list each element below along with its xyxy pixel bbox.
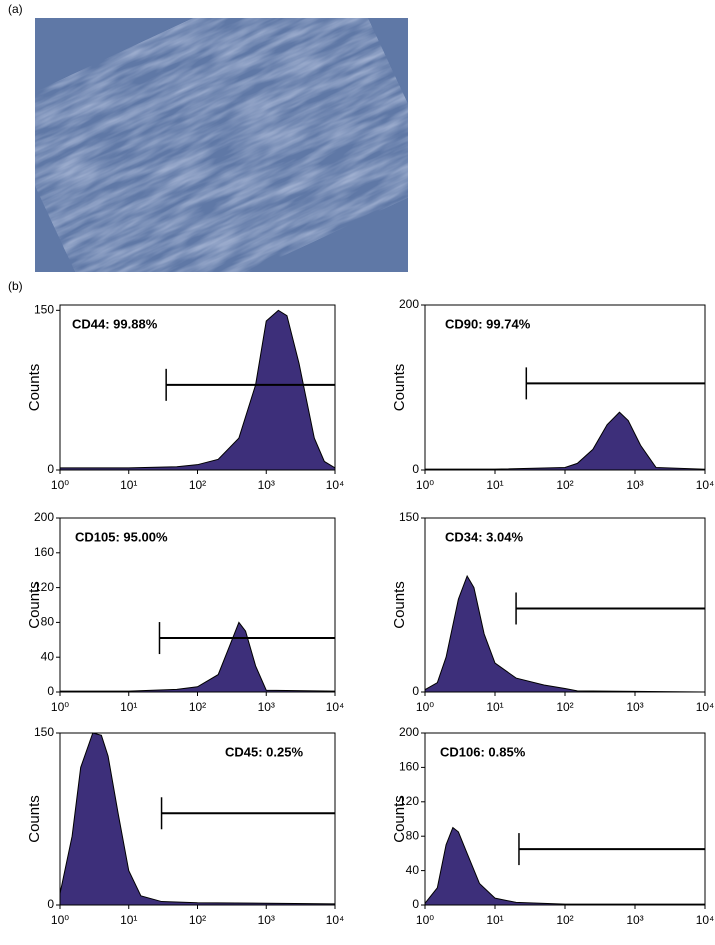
annotation: CD44: 99.88% <box>72 316 158 331</box>
x-tick-label: 10³ <box>626 913 643 927</box>
y-axis-label: Counts <box>26 581 43 629</box>
x-tick-label: 10¹ <box>120 700 137 714</box>
x-tick-label: 10⁴ <box>326 700 345 714</box>
x-tick-label: 10⁴ <box>696 700 715 714</box>
x-tick-label: 10⁰ <box>51 913 69 927</box>
annotation: CD106: 0.85% <box>440 744 526 759</box>
panel-label: (b) <box>8 279 23 293</box>
x-tick-label: 10⁴ <box>326 913 345 927</box>
histogram-area <box>59 621 336 693</box>
histogram-area <box>424 826 706 906</box>
histogram-area <box>424 411 706 471</box>
y-tick-label: 0 <box>412 684 419 698</box>
x-tick-label: 10⁰ <box>416 478 434 492</box>
x-tick-label: 10¹ <box>120 913 137 927</box>
y-tick-label: 0 <box>412 462 419 476</box>
y-tick-label: 200 <box>399 725 419 739</box>
x-tick-label: 10³ <box>626 700 643 714</box>
x-tick-label: 10³ <box>258 478 275 492</box>
histogram-area <box>59 309 336 471</box>
x-tick-label: 10² <box>189 478 206 492</box>
y-tick-label: 120 <box>399 794 419 808</box>
y-tick-label: 150 <box>34 725 54 739</box>
x-tick-label: 10³ <box>626 478 643 492</box>
y-tick-label: 120 <box>34 580 54 594</box>
micrograph-texture <box>34 17 409 272</box>
x-tick-label: 10² <box>189 700 206 714</box>
annotation: CD45: 0.25% <box>225 744 303 759</box>
y-axis-label: Counts <box>391 364 408 412</box>
y-axis-label: Counts <box>26 364 43 412</box>
y-tick-label: 0 <box>47 684 54 698</box>
x-tick-label: 10¹ <box>486 478 503 492</box>
x-tick-label: 10² <box>556 700 573 714</box>
x-tick-label: 10⁰ <box>51 700 69 714</box>
y-tick-label: 150 <box>399 510 419 524</box>
x-tick-label: 10⁰ <box>416 913 434 927</box>
y-tick-label: 200 <box>34 510 54 524</box>
x-tick-label: 10⁴ <box>696 913 715 927</box>
x-tick-label: 10² <box>556 913 573 927</box>
annotation: CD34: 3.04% <box>445 529 523 544</box>
histogram-area <box>424 574 706 693</box>
x-tick-label: 10⁰ <box>51 478 69 492</box>
y-tick-label: 200 <box>399 297 419 311</box>
annotation: CD90: 99.74% <box>445 316 531 331</box>
y-tick-label: 40 <box>41 649 55 663</box>
y-tick-label: 0 <box>47 897 54 911</box>
x-tick-label: 10⁴ <box>696 478 715 492</box>
annotation: CD105: 95.00% <box>75 529 168 544</box>
x-tick-label: 10¹ <box>486 700 503 714</box>
x-tick-label: 10³ <box>258 700 275 714</box>
y-tick-label: 150 <box>34 302 54 316</box>
histogram-area <box>59 732 336 906</box>
x-tick-label: 10² <box>556 478 573 492</box>
y-axis-label: Counts <box>391 795 408 843</box>
y-tick-label: 80 <box>406 828 420 842</box>
y-axis-label: Counts <box>26 795 43 843</box>
panel-label: (a) <box>8 2 23 16</box>
y-axis-label: Counts <box>391 581 408 629</box>
x-tick-label: 10¹ <box>486 913 503 927</box>
y-tick-label: 0 <box>412 897 419 911</box>
y-tick-label: 160 <box>34 545 54 559</box>
y-tick-label: 40 <box>406 863 420 877</box>
x-tick-label: 10⁴ <box>326 478 345 492</box>
y-tick-label: 0 <box>47 462 54 476</box>
y-tick-label: 80 <box>41 615 55 629</box>
x-tick-label: 10³ <box>258 913 275 927</box>
x-tick-label: 10¹ <box>120 478 137 492</box>
x-tick-label: 10² <box>189 913 206 927</box>
x-tick-label: 10⁰ <box>416 700 434 714</box>
y-tick-label: 160 <box>399 760 419 774</box>
